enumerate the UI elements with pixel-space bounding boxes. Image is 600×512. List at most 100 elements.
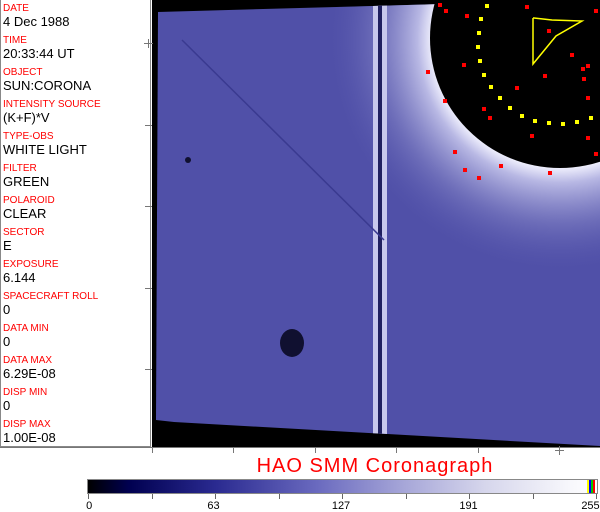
info-field: TYPE-OBS WHITE LIGHT: [3, 131, 87, 157]
info-field: DATE 4 Dec 1988: [3, 3, 70, 29]
yellow-marker: [575, 120, 579, 124]
colorbar-tick-label: 255: [581, 500, 600, 512]
yellow-marker: [482, 73, 486, 77]
red-marker: [477, 176, 481, 180]
colorbar-tick: [215, 494, 216, 499]
yellow-marker: [498, 96, 502, 100]
red-marker: [586, 64, 590, 68]
info-label: DISP MAX: [3, 419, 51, 430]
yellow-marker: [508, 106, 512, 110]
info-value: (K+F)*V: [3, 110, 50, 125]
red-marker: [499, 164, 503, 168]
info-label: POLAROID: [3, 195, 55, 206]
info-field: DISP MAX 1.00E-08: [3, 419, 56, 445]
yellow-marker: [547, 121, 551, 125]
info-label: TYPE-OBS: [3, 131, 54, 142]
info-label: EXPOSURE: [3, 259, 59, 270]
info-value: GREEN: [3, 174, 50, 189]
colorbar-tick: [88, 494, 89, 499]
info-value: 0: [3, 334, 11, 349]
colorbar-tick: [532, 494, 534, 499]
y-axis-tick: [145, 206, 152, 207]
info-label: DISP MIN: [3, 387, 48, 398]
yellow-marker: [520, 114, 524, 118]
info-value: 6.144: [3, 270, 36, 285]
info-label: FILTER: [3, 163, 37, 174]
plus-marker: [559, 446, 560, 455]
red-marker: [594, 9, 598, 13]
info-label: OBJECT: [3, 67, 43, 78]
x-axis-tick: [478, 447, 479, 453]
y-axis-tick: [145, 369, 152, 370]
info-field: EXPOSURE 6.144: [3, 259, 59, 285]
colorbar-tick-label: 127: [331, 500, 351, 512]
info-label: DATA MAX: [3, 355, 53, 366]
colorbar-tick: [405, 494, 407, 499]
info-field: DISP MIN 0: [3, 387, 47, 413]
red-marker: [581, 67, 585, 71]
colorbar-overlay-swatch: [591, 480, 593, 493]
red-marker: [594, 152, 598, 156]
red-marker: [488, 116, 492, 120]
red-marker: [582, 77, 586, 81]
x-axis-line: [0, 447, 600, 448]
info-label: DATA MIN: [3, 323, 49, 334]
info-field: DATA MIN 0: [3, 323, 49, 349]
red-marker: [426, 70, 430, 74]
pointing-triangle: [532, 17, 585, 67]
red-marker: [443, 99, 447, 103]
info-field: INTENSITY SOURCE (K+F)*V: [3, 99, 101, 125]
info-value: WHITE LIGHT: [3, 142, 87, 157]
red-marker: [463, 168, 467, 172]
colorbar-tick: [469, 494, 470, 499]
info-value: 4 Dec 1988: [3, 14, 70, 29]
occulter-disk: [430, 0, 600, 168]
colorbar: [87, 479, 598, 494]
plot-title: HAO SMM Coronagraph: [256, 455, 494, 477]
info-field: SECTOR E: [3, 227, 45, 253]
yellow-marker: [478, 59, 482, 63]
colorbar-overlay-swatch: [587, 480, 589, 493]
info-label: TIME: [3, 35, 27, 46]
streak: [181, 39, 385, 241]
y-axis-tick: [145, 288, 152, 289]
info-value: 6.29E-08: [3, 366, 56, 381]
colorbar-tick: [151, 494, 153, 499]
colorbar-tick: [342, 494, 343, 499]
red-marker: [570, 53, 574, 57]
info-value: E: [3, 238, 12, 253]
colorbar-overlay-swatch: [589, 480, 591, 493]
red-marker: [586, 96, 590, 100]
pylon-shadow: [378, 0, 382, 446]
red-marker: [586, 136, 590, 140]
yellow-marker: [479, 17, 483, 21]
info-value: 1.00E-08: [3, 430, 56, 445]
info-value: CLEAR: [3, 206, 47, 221]
colorbar-tick-label: 191: [459, 500, 478, 512]
info-field: FILTER GREEN: [3, 163, 49, 189]
colorbar-tick-label: 63: [207, 500, 220, 512]
plus-marker: [148, 39, 149, 48]
info-field: POLAROID CLEAR: [3, 195, 55, 221]
red-marker: [453, 150, 457, 154]
header-info-panel: DATE 4 Dec 1988 TIME 20:33:44 UT OBJECT SUN:C…: [0, 0, 151, 447]
red-marker: [530, 134, 534, 138]
red-marker: [543, 74, 547, 78]
x-axis-tick: [315, 447, 316, 453]
info-label: INTENSITY SOURCE: [3, 99, 101, 110]
colorbar-tick-label: 0: [86, 500, 93, 512]
info-label: SECTOR: [3, 227, 45, 238]
info-value: 20:33:44 UT: [3, 46, 75, 61]
red-marker: [482, 107, 486, 111]
yellow-marker: [485, 4, 489, 8]
yellow-marker: [477, 31, 481, 35]
info-field: SPACECRAFT ROLL 0: [3, 291, 98, 317]
yellow-marker: [561, 122, 565, 126]
colorbar-overlay-swatch: [593, 480, 595, 493]
red-marker: [515, 86, 519, 90]
info-value: SUN:CORONA: [3, 78, 92, 93]
yellow-marker: [533, 119, 537, 123]
yellow-marker: [489, 85, 493, 89]
yellow-marker: [589, 116, 593, 120]
y-axis-tick: [145, 125, 152, 126]
